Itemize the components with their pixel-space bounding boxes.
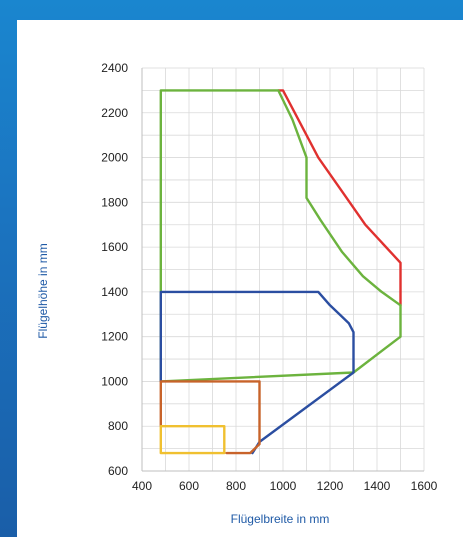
y-tick-label: 1000: [101, 374, 128, 388]
y-tick-label: 600: [108, 464, 128, 478]
grid: [141, 67, 425, 472]
x-tick-label: 1200: [317, 479, 344, 493]
y-tick-label: 2000: [101, 151, 128, 165]
x-tick-label: 400: [132, 479, 152, 493]
series-line-4: [159, 380, 261, 455]
y-tick-label: 1200: [101, 330, 128, 344]
series-line-2: [159, 89, 402, 383]
series-layer: [159, 89, 402, 455]
chart-svg: 400 600 800 1000 1200 1400 1600 600 800 1000 1200 1…: [36, 61, 438, 526]
chart-panel: 400 600 800 1000 1200 1400 1600 600 800 1000 1200 1…: [17, 20, 463, 537]
y-axis-label: Flügelhöhe in mm: [36, 243, 50, 338]
x-tick-label: 600: [179, 479, 199, 493]
x-tick-label: 1600: [411, 479, 438, 493]
series-line-1: [277, 89, 402, 307]
x-tick-label: 800: [226, 479, 246, 493]
y-tick-label: 1600: [101, 240, 128, 254]
x-tick-label: 1000: [270, 479, 297, 493]
y-tick-label: 1800: [101, 195, 128, 209]
x-axis-label: Flügelbreite in mm: [231, 512, 330, 526]
series-line-5: [159, 425, 226, 455]
y-tick-label: 2200: [101, 106, 128, 120]
series-line-3: [159, 290, 355, 455]
y-tick-label: 800: [108, 419, 128, 433]
tick-labels: 400 600 800 1000 1200 1400 1600 600 800 1000 1200 1…: [101, 61, 437, 493]
y-tick-label: 1400: [101, 285, 128, 299]
x-tick-label: 1400: [364, 479, 391, 493]
y-tick-label: 2400: [101, 61, 128, 75]
